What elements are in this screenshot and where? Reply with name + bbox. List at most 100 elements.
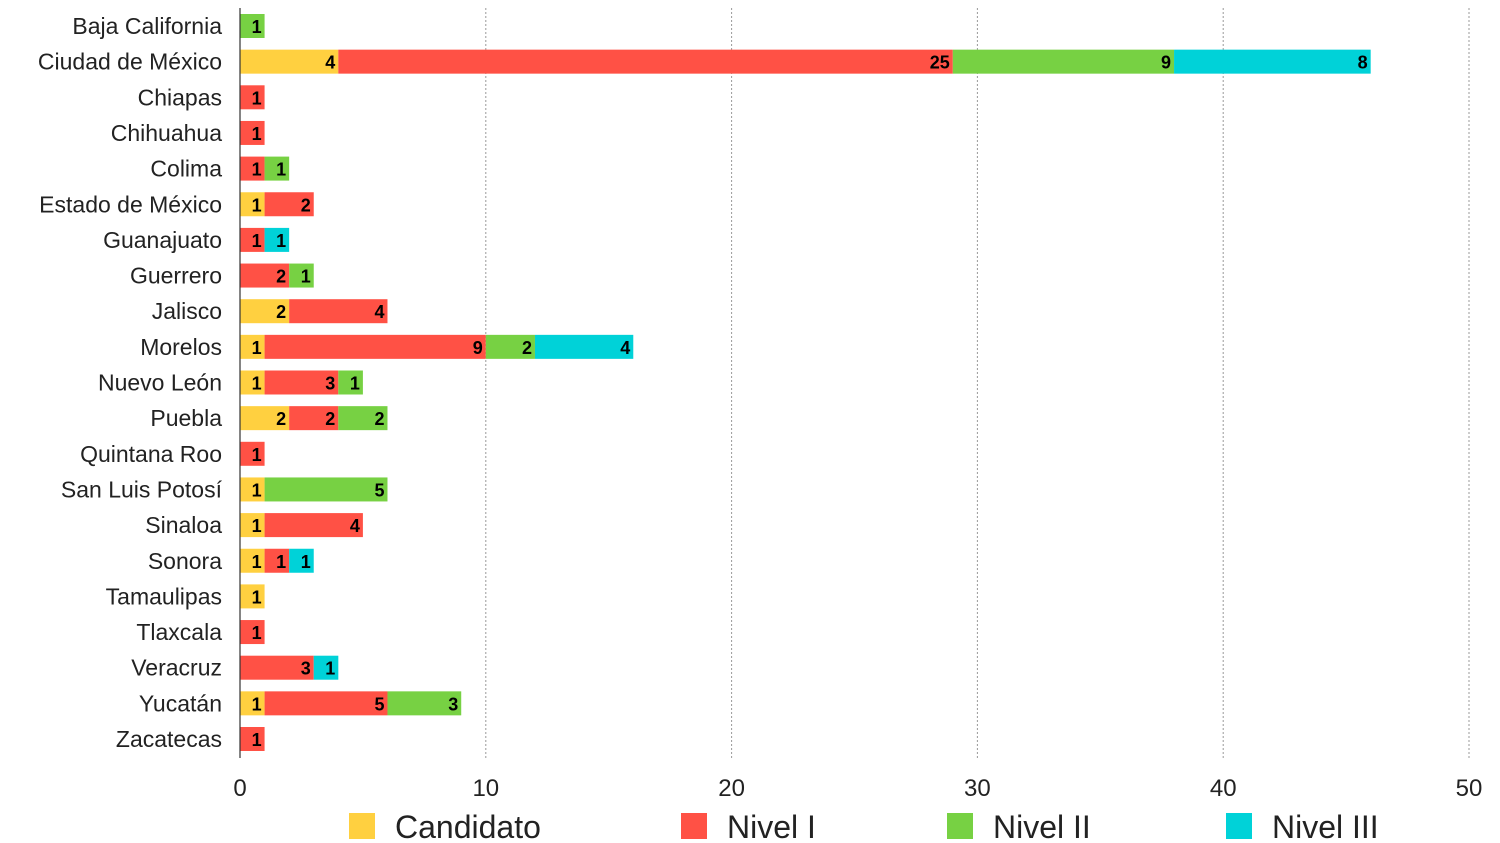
bar-segment [240, 584, 265, 609]
bar-segment [240, 620, 265, 645]
value-label: 1 [350, 374, 360, 394]
bar-segment [240, 406, 290, 431]
x-tick-label: 10 [472, 775, 499, 802]
value-label: 1 [252, 17, 262, 37]
value-label: 2 [325, 409, 335, 429]
bar-segment [264, 192, 314, 217]
value-label: 1 [252, 694, 262, 714]
value-label: 4 [325, 53, 335, 73]
category-label: Sinaloa [145, 512, 222, 538]
value-label: 1 [252, 623, 262, 643]
category-label: Tlaxcala [136, 619, 222, 645]
bar-segment [240, 49, 339, 74]
bar-segment [338, 406, 388, 431]
value-label: 5 [374, 480, 384, 500]
bar-segment [240, 156, 265, 181]
category-label: Chihuahua [111, 120, 222, 146]
value-label: 1 [252, 552, 262, 572]
value-label: 3 [448, 694, 458, 714]
category-label: Quintana Roo [80, 441, 222, 467]
bar-segment [534, 334, 634, 359]
bar-segment [240, 263, 290, 288]
bar-segment [240, 441, 265, 466]
grid-layer [485, 8, 1470, 758]
value-label: 4 [620, 338, 630, 358]
legend-label: Nivel I [727, 809, 816, 843]
value-label: 1 [252, 516, 262, 536]
value-label: 1 [301, 267, 311, 287]
bar-segment [240, 370, 265, 395]
value-label: 9 [473, 338, 483, 358]
legend-swatch [947, 813, 973, 839]
category-label: Morelos [140, 334, 222, 360]
value-label: 1 [252, 195, 262, 215]
x-tick-label: 30 [964, 775, 991, 802]
bar-segment [240, 85, 265, 110]
category-label: Jalisco [152, 298, 222, 324]
value-label: 1 [325, 659, 335, 679]
bar-segment [485, 334, 535, 359]
bar-segment [264, 548, 290, 573]
value-label: 3 [301, 659, 311, 679]
category-label: Colima [150, 156, 222, 182]
bar-segment [264, 370, 339, 395]
category-label: Guerrero [130, 263, 222, 289]
bar-segment [289, 406, 339, 431]
bar-segment [338, 370, 363, 395]
value-label: 8 [1358, 53, 1368, 73]
value-label: 1 [276, 552, 286, 572]
category-label: Ciudad de México [38, 49, 222, 75]
bar-segment [289, 263, 314, 288]
category-label: San Luis Potosí [61, 476, 223, 502]
value-label: 1 [252, 480, 262, 500]
x-tick-label: 20 [718, 775, 745, 802]
value-label: 4 [374, 302, 384, 322]
bar-segment [240, 299, 290, 324]
value-label: 2 [374, 409, 384, 429]
category-label: Yucatán [139, 690, 222, 716]
bar-segment [264, 513, 363, 538]
bar-segment [240, 192, 265, 217]
value-label: 1 [252, 231, 262, 251]
bar-segment [240, 727, 265, 751]
value-label: 1 [252, 730, 262, 750]
x-tick-label: 50 [1456, 775, 1483, 802]
axis-layer: 0 10 20 30 40 50 [233, 8, 1482, 802]
x-tick-label: 0 [233, 775, 246, 802]
bar-layer [240, 14, 1371, 751]
bar-segment [338, 49, 953, 74]
value-label: 1 [252, 445, 262, 465]
category-label: Sonora [148, 548, 222, 574]
value-label: 5 [374, 694, 384, 714]
bar-segment [387, 691, 462, 716]
bar-segment [264, 156, 290, 181]
bar-segment [240, 120, 265, 145]
x-tick-label: 40 [1210, 775, 1237, 802]
value-label: 2 [276, 302, 286, 322]
bar-segment [289, 299, 388, 324]
legend-swatch [681, 813, 707, 839]
bar-segment [240, 227, 265, 252]
category-label: Puebla [150, 405, 222, 431]
value-label: 1 [252, 338, 262, 358]
bar-segment [264, 227, 290, 252]
value-label: 9 [1161, 53, 1171, 73]
value-label: 1 [276, 231, 286, 251]
category-label: Zacatecas [116, 726, 222, 752]
legend-label: Nivel II [993, 809, 1091, 843]
category-label: Nuevo León [98, 370, 222, 396]
value-label: 1 [252, 374, 262, 394]
bar-segment [1174, 49, 1371, 74]
category-label: Estado de México [39, 191, 222, 217]
bar-segment [289, 548, 314, 573]
bar-segment [240, 691, 265, 716]
legend-swatch [349, 813, 375, 839]
bar-segment [264, 334, 486, 359]
value-label: 1 [252, 587, 262, 607]
value-label: 1 [252, 124, 262, 144]
value-label: 4 [350, 516, 360, 536]
bar-segment [240, 655, 314, 680]
bar-segment [264, 477, 388, 502]
